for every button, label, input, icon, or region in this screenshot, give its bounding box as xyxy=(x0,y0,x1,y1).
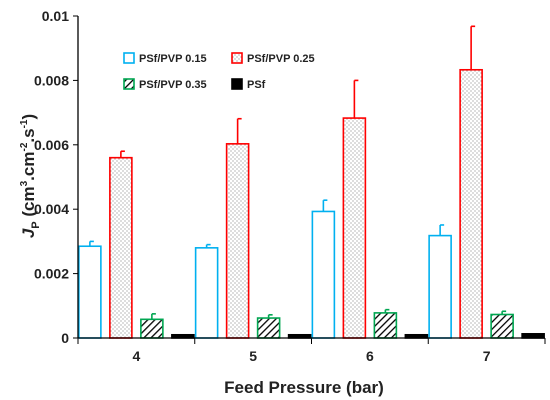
x-tick-label: 4 xyxy=(132,348,140,364)
axes xyxy=(77,16,545,339)
y-tick-label: 0.002 xyxy=(34,266,69,282)
bar xyxy=(311,210,336,339)
bar xyxy=(225,143,250,339)
bar xyxy=(194,247,219,339)
bar xyxy=(256,317,281,339)
legend-label: PSf/PVP 0.35 xyxy=(139,79,207,91)
bar xyxy=(78,245,102,339)
legend-swatch xyxy=(231,52,243,64)
bar xyxy=(428,234,452,339)
x-tick-label: 6 xyxy=(366,348,374,364)
y-tick-label: 0.008 xyxy=(34,72,69,88)
y-axis-ticks: 0 0.002 0.004 0.006 0.008 0.01 xyxy=(34,8,78,346)
bar xyxy=(373,312,398,339)
x-axis-title: Feed Pressure (bar) xyxy=(224,378,384,397)
bar xyxy=(342,117,367,339)
bar xyxy=(140,318,164,339)
y-tick-label: 0.006 xyxy=(34,137,69,153)
y-tick-label: 0.004 xyxy=(34,201,69,217)
bar xyxy=(490,313,514,339)
legend-swatch xyxy=(123,78,135,90)
legend-label: PSf xyxy=(247,79,266,91)
x-tick-label: 7 xyxy=(483,348,491,364)
y-tick-label: 0 xyxy=(61,330,69,346)
legend-label: PSf/PVP 0.15 xyxy=(139,53,207,65)
bar xyxy=(109,156,133,339)
legend-label: PSf/PVP 0.25 xyxy=(247,53,315,65)
legend-swatch xyxy=(231,78,243,90)
bars-layer xyxy=(78,68,545,339)
error-bars-layer xyxy=(89,25,507,320)
x-tick-label: 5 xyxy=(249,348,257,364)
legend-swatch xyxy=(123,52,135,64)
bar xyxy=(459,68,483,339)
y-tick-label: 0.01 xyxy=(42,8,69,24)
x-axis-ticks: 4 5 6 7 xyxy=(77,338,546,364)
y-axis-title: JP (cm3.cm-2.s-1) xyxy=(19,114,42,238)
legend: PSf/PVP 0.15 PSf/PVP 0.25 PSf/PVP 0.35 PSf xyxy=(123,52,315,91)
